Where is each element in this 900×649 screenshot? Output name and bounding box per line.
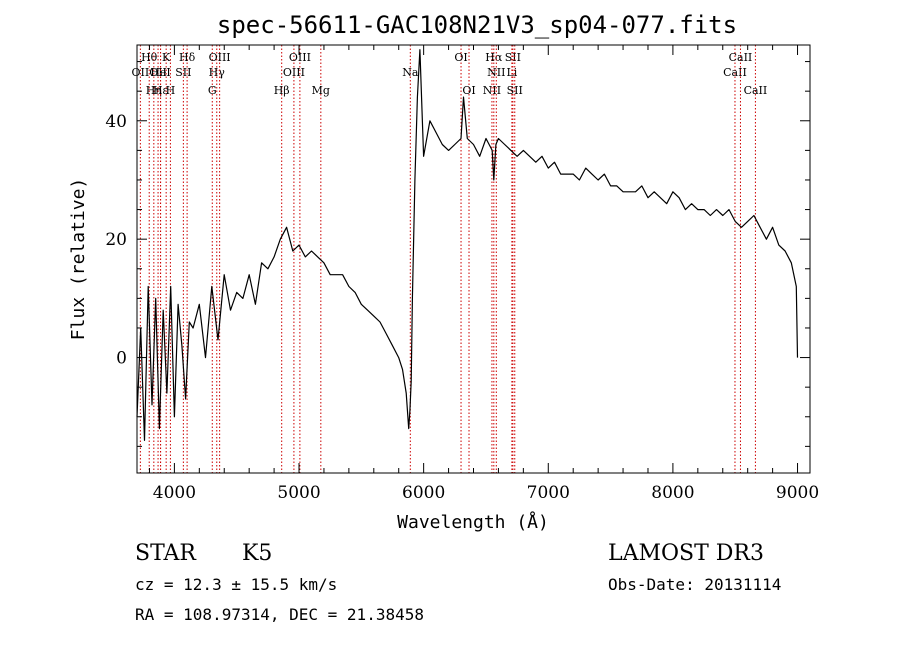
spectrum-line xyxy=(136,49,799,441)
y-tick-label: 0 xyxy=(116,349,127,369)
spectral-line-label: OIII xyxy=(209,51,231,64)
x-tick-label: 8000 xyxy=(651,483,694,503)
x-tick-label: 9000 xyxy=(776,483,819,503)
x-axis-label: Wavelength (Å) xyxy=(397,511,549,533)
spectral-line-label: OI xyxy=(462,84,475,97)
spectral-line-label: NII xyxy=(483,84,501,97)
y-tick-label: 20 xyxy=(105,230,127,250)
x-tick-label: 5000 xyxy=(277,483,320,503)
y-axis-label: Flux (relative) xyxy=(68,178,89,341)
spectral-line-label: Hγ xyxy=(209,66,226,79)
spectral-line-label: Mg xyxy=(312,84,330,97)
spectral-line-label: CaII xyxy=(729,51,753,64)
spectral-line-label: OIII xyxy=(289,51,311,64)
object-subclass: K5 xyxy=(242,541,273,566)
coordinates: RA = 108.97314, DEC = 21.38458 xyxy=(135,605,424,624)
x-tick-label: 6000 xyxy=(402,483,445,503)
spectral-line-label: Na xyxy=(402,66,419,79)
spectral-line-label: H xyxy=(166,84,176,97)
spectral-line-label: Hα xyxy=(485,51,503,64)
observation-date: Obs-Date: 20131114 xyxy=(608,575,782,594)
spectral-line-label: NII xyxy=(487,66,505,79)
x-axis: 4000 5000 6000 7000 8000 9000 xyxy=(148,45,819,503)
spectral-line-label: G xyxy=(208,84,217,97)
x-tick-label: 7000 xyxy=(527,483,570,503)
spectral-line-markers: OIIHθHηOIIHeIHεKHSIIHδGHγOIIIHβOIIIOIIIM… xyxy=(132,45,768,473)
spectrum-series xyxy=(136,49,799,441)
spectral-line-label: K xyxy=(162,51,171,64)
spectral-line-label: Hθ xyxy=(141,51,158,64)
spectral-line-label: SII xyxy=(175,66,191,79)
chart-title: spec-56611-GAC108N21V3_sp04-077.fits xyxy=(217,11,737,39)
spectral-line-label: Hβ xyxy=(274,84,290,97)
y-tick-label: 40 xyxy=(105,112,127,132)
spectral-line-label: OI xyxy=(454,51,467,64)
x-tick-label: 4000 xyxy=(153,483,196,503)
redshift-velocity: cz = 12.3 ± 15.5 km/s xyxy=(135,575,338,594)
spectral-line-label: SII xyxy=(505,51,521,64)
y-axis: 0 20 40 xyxy=(105,61,810,447)
spectral-line-label: SII xyxy=(507,84,523,97)
survey-name: LAMOST DR3 xyxy=(608,541,764,566)
spectral-line-label: CaII xyxy=(744,84,768,97)
object-class: STAR xyxy=(135,541,196,566)
spectral-line-label: Hδ xyxy=(179,51,196,64)
spectral-line-label: Hε xyxy=(153,84,169,97)
spectral-line-label: OII xyxy=(132,66,150,79)
spectral-line-label: CaII xyxy=(723,66,747,79)
spectral-line-label: OII xyxy=(149,66,167,79)
spectral-line-label: Li xyxy=(506,66,517,79)
plot-frame xyxy=(136,44,811,474)
spectral-line-label: OIII xyxy=(283,66,305,79)
spectral-line-label: HeI xyxy=(150,66,170,79)
